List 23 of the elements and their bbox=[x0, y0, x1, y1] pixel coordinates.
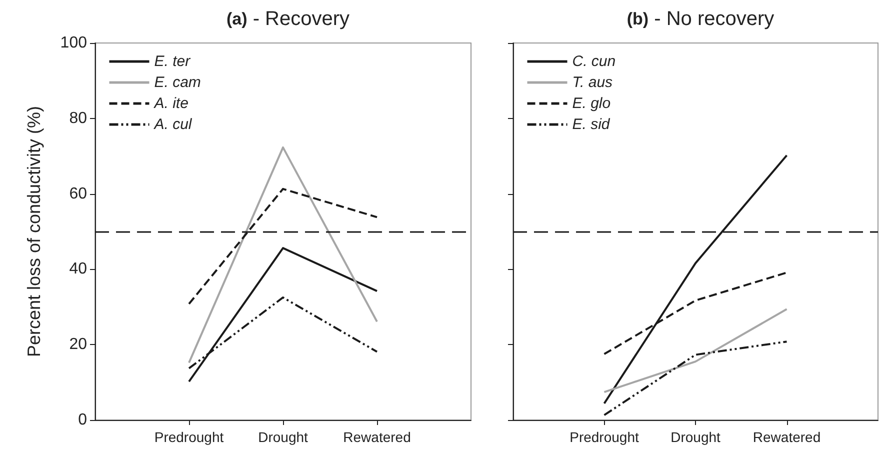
x-tick-label: Predrought bbox=[154, 429, 224, 445]
x-tick-label: Predrought bbox=[570, 429, 639, 445]
y-tick-label: 80 bbox=[69, 110, 88, 127]
x-tick-label: Rewatered bbox=[752, 429, 821, 445]
y-tick-label: 20 bbox=[69, 336, 88, 354]
x-tick-label: Rewatered bbox=[343, 429, 411, 445]
legend-label: A. cul bbox=[153, 116, 192, 133]
y-tick-label: 0 bbox=[78, 412, 88, 428]
x-tick-label: Drought bbox=[258, 429, 308, 445]
chart-title: (a) - Recovery bbox=[226, 8, 350, 30]
legend-label: E. sid bbox=[572, 116, 610, 133]
legend-label: E. glo bbox=[572, 95, 611, 112]
legend-label: C. cun bbox=[572, 53, 616, 70]
y-tick-label: 100 bbox=[60, 34, 88, 52]
legend-label: E. ter bbox=[154, 53, 192, 70]
y-tick-label: 40 bbox=[69, 260, 88, 278]
x-tick-label: Drought bbox=[670, 429, 721, 445]
legend-label: E. cam bbox=[154, 74, 201, 91]
chart-title: (b) - No recovery bbox=[626, 8, 774, 30]
legend-label: A. ite bbox=[153, 95, 188, 112]
y-axis-title: Percent loss of conductivity (%) bbox=[24, 106, 44, 358]
legend-label: T. aus bbox=[572, 74, 614, 91]
y-tick-label: 60 bbox=[69, 185, 88, 202]
